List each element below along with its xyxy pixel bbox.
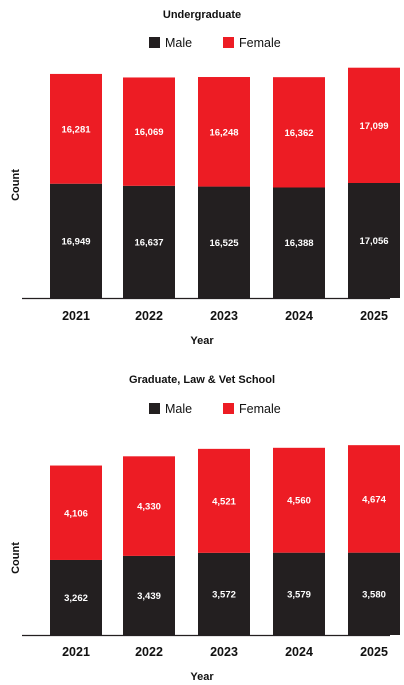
- bar-male-2023: [198, 186, 250, 298]
- chart-title: Graduate, Law & Vet School: [129, 374, 275, 386]
- x-axis-label: Year: [190, 335, 214, 347]
- bar-female-2024: [273, 77, 325, 188]
- y-axis-label: Count: [10, 542, 22, 574]
- legend-swatch: [223, 403, 234, 414]
- bar-female-2022: [123, 77, 175, 186]
- bar-male-2022: [123, 185, 175, 298]
- legend-swatch: [223, 37, 234, 48]
- data-label-male-2022: 3,439: [137, 591, 161, 602]
- legend-swatch: [149, 37, 160, 48]
- legend-label: Male: [165, 402, 192, 416]
- data-label-male-2025: 17,056: [359, 236, 388, 247]
- legend-label: Female: [239, 36, 281, 50]
- data-label-male-2023: 3,572: [212, 589, 236, 600]
- x-tick-label: 2022: [135, 645, 163, 659]
- data-label-female-2025: 4,674: [362, 494, 386, 505]
- data-label-female-2022: 4,330: [137, 502, 161, 513]
- legend-item-male: Male: [149, 402, 192, 416]
- bar-female-2022: [123, 456, 175, 556]
- legend-label: Female: [239, 402, 281, 416]
- data-label-male-2025: 3,580: [362, 589, 386, 600]
- x-tick-label: 2024: [285, 309, 313, 323]
- bar-male-2024: [273, 187, 325, 298]
- bar-male-2025: [348, 552, 400, 635]
- data-label-female-2021: 16,281: [61, 124, 91, 135]
- chart-title: Undergraduate: [163, 9, 241, 21]
- x-tick-label: 2025: [360, 645, 388, 659]
- data-label-female-2022: 16,069: [134, 127, 163, 138]
- bar-female-2023: [198, 448, 250, 553]
- data-label-female-2024: 4,560: [287, 496, 311, 507]
- legend-item-female: Female: [223, 402, 281, 416]
- data-label-female-2021: 4,106: [64, 508, 88, 519]
- legend-item-male: Male: [149, 36, 192, 50]
- legend-item-female: Female: [223, 36, 281, 50]
- x-tick-label: 2023: [210, 309, 238, 323]
- data-label-male-2024: 16,388: [284, 238, 313, 249]
- data-label-male-2021: 16,949: [61, 236, 90, 247]
- x-tick-label: 2023: [210, 645, 238, 659]
- data-label-male-2023: 16,525: [209, 238, 239, 249]
- bar-female-2021: [50, 73, 102, 184]
- legend-swatch: [149, 403, 160, 414]
- bar-female-2024: [273, 447, 325, 553]
- bar-male-2021: [50, 559, 102, 635]
- legend-label: Male: [165, 36, 192, 50]
- bar-female-2021: [50, 465, 102, 560]
- undergraduate-chart: Undergraduate Male Female Count 16,949 16,281…: [10, 9, 400, 347]
- bar-female-2025: [348, 445, 400, 553]
- bar-male-2022: [123, 555, 175, 635]
- bar-male-2025: [348, 182, 400, 298]
- bar-male-2023: [198, 552, 250, 635]
- y-axis-label: Count: [10, 169, 22, 201]
- data-label-female-2024: 16,362: [284, 128, 313, 139]
- data-label-male-2024: 3,579: [287, 589, 311, 600]
- data-label-female-2023: 4,521: [212, 496, 236, 507]
- bar-male-2024: [273, 552, 325, 635]
- data-label-male-2021: 3,262: [64, 593, 88, 604]
- x-tick-label: 2021: [62, 645, 90, 659]
- data-label-male-2022: 16,637: [134, 237, 163, 248]
- data-label-female-2025: 17,099: [359, 121, 388, 132]
- x-tick-label: 2022: [135, 309, 163, 323]
- x-tick-label: 2025: [360, 309, 388, 323]
- x-tick-label: 2021: [62, 309, 90, 323]
- x-axis-label: Year: [190, 671, 214, 683]
- bar-female-2025: [348, 67, 400, 183]
- bar-female-2023: [198, 77, 250, 187]
- x-tick-label: 2024: [285, 645, 313, 659]
- bar-male-2021: [50, 183, 102, 298]
- data-label-female-2023: 16,248: [209, 127, 238, 138]
- graduate-chart: Graduate, Law & Vet School Male Female Coun…: [10, 374, 400, 683]
